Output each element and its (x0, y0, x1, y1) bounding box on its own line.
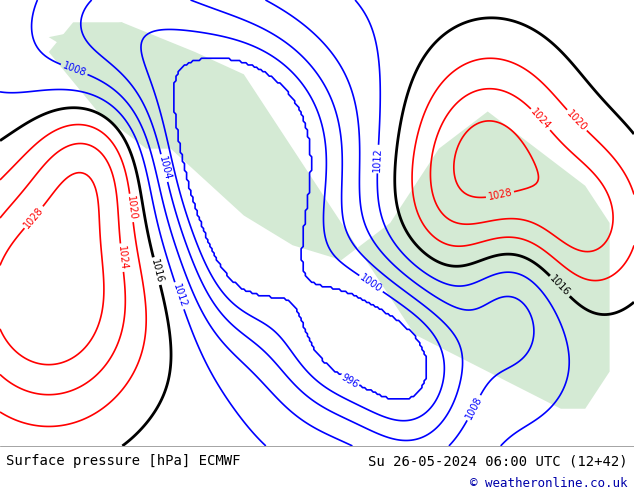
Text: © weatheronline.co.uk: © weatheronline.co.uk (470, 477, 628, 490)
Text: Su 26-05-2024 06:00 UTC (12+42): Su 26-05-2024 06:00 UTC (12+42) (368, 454, 628, 468)
Text: 1016: 1016 (149, 258, 165, 284)
Text: 1012: 1012 (171, 283, 188, 309)
Polygon shape (49, 22, 219, 148)
Text: 1024: 1024 (529, 107, 553, 132)
Text: 1028: 1028 (22, 205, 46, 230)
Text: 1024: 1024 (115, 245, 128, 270)
Text: 1000: 1000 (358, 272, 384, 294)
Text: 1020: 1020 (565, 108, 589, 133)
Text: 996: 996 (339, 372, 360, 390)
Text: Surface pressure [hPa] ECMWF: Surface pressure [hPa] ECMWF (6, 454, 241, 468)
Polygon shape (49, 22, 610, 409)
Text: 1008: 1008 (61, 60, 87, 78)
Text: 1008: 1008 (463, 394, 484, 421)
Text: 1016: 1016 (548, 274, 572, 298)
Text: 1004: 1004 (157, 155, 172, 181)
Text: 1020: 1020 (125, 195, 138, 221)
Text: 1012: 1012 (372, 147, 384, 172)
Text: 1028: 1028 (487, 188, 513, 202)
